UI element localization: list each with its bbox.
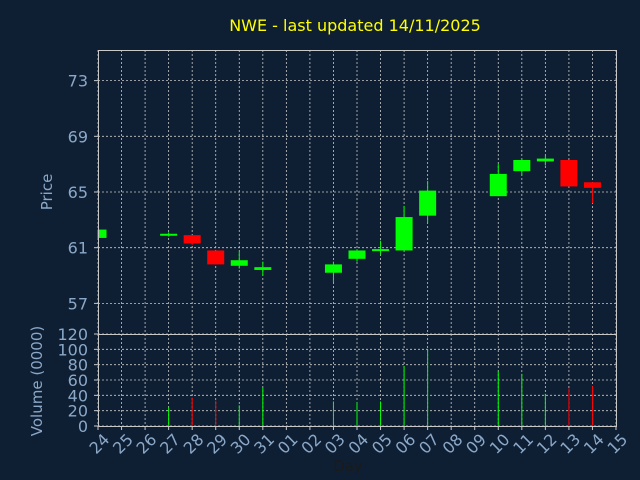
candle-body xyxy=(183,235,201,244)
candle-body xyxy=(372,249,390,252)
candle-14 xyxy=(583,182,601,204)
price-tick-label: 69 xyxy=(68,127,88,146)
candle-body xyxy=(230,260,248,266)
candle-body xyxy=(513,159,531,172)
volume-tick-label: 120 xyxy=(57,325,88,344)
candle-body xyxy=(419,190,437,216)
volume-tick-label: 60 xyxy=(68,371,88,390)
candle-31 xyxy=(254,261,272,276)
volume-tick-label: 80 xyxy=(68,356,88,375)
candle-11 xyxy=(513,158,531,176)
candle-28 xyxy=(183,235,201,245)
candle-body xyxy=(98,229,107,238)
candle-13 xyxy=(560,159,578,187)
day-tick-label: 15 xyxy=(603,430,631,458)
candle-03 xyxy=(324,261,342,283)
price-panel-frame xyxy=(98,50,617,335)
volume-tick-label: 20 xyxy=(68,402,88,421)
candle-body xyxy=(395,217,413,251)
candle-27 xyxy=(160,232,178,237)
candle-body xyxy=(536,158,554,162)
candle-24 xyxy=(97,229,107,240)
candle-30 xyxy=(230,251,248,269)
candle-05 xyxy=(372,240,390,255)
candle-body xyxy=(560,159,578,187)
candle-04 xyxy=(348,249,366,262)
volume-tick-label: 40 xyxy=(68,386,88,405)
x-axis-label: Day xyxy=(333,457,363,475)
candle-06 xyxy=(395,205,413,251)
candle-body xyxy=(489,173,507,197)
candle-07 xyxy=(419,180,437,223)
price-tick-label: 57 xyxy=(68,294,88,313)
day-axis-ticks: 2425262728293031010203040506070809101112… xyxy=(85,426,631,458)
volume-axis-label: Volume (0000) xyxy=(28,326,46,436)
candle-body xyxy=(583,182,601,188)
price-tick-label: 65 xyxy=(68,183,88,202)
candle-body xyxy=(207,250,225,265)
price-axis-ticks: 57 61 65 69 73 xyxy=(68,72,98,313)
volume-tick-label: 100 xyxy=(57,340,88,359)
price-axis-label: Price xyxy=(38,174,56,211)
candle-body xyxy=(348,250,366,259)
price-tick-label: 73 xyxy=(68,72,88,91)
candle-body xyxy=(254,267,272,270)
price-candles xyxy=(97,155,601,283)
candle-body xyxy=(160,233,178,236)
candle-10 xyxy=(489,164,507,197)
price-grid xyxy=(97,50,617,334)
candle-29 xyxy=(207,250,225,265)
price-tick-label: 61 xyxy=(68,239,88,258)
candle-12 xyxy=(536,155,554,166)
candle-body xyxy=(324,264,342,273)
chart-title: NWE - last updated 14/11/2025 xyxy=(229,16,481,35)
volume-bars xyxy=(168,349,593,426)
volume-tick-label: 0 xyxy=(78,417,88,436)
